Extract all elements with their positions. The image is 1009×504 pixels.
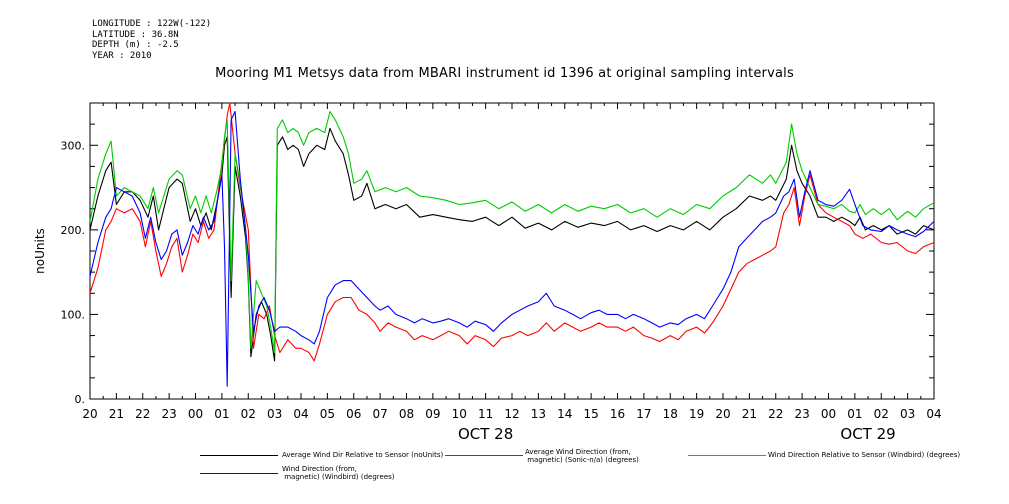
- date-label: OCT 28: [458, 425, 513, 443]
- x-tick-label: 04: [926, 407, 941, 421]
- x-tick-label: 15: [583, 407, 598, 421]
- x-tick-label: 23: [794, 407, 809, 421]
- x-tick-label: 17: [636, 407, 651, 421]
- x-tick-label: 03: [900, 407, 915, 421]
- x-tick-label: 04: [293, 407, 308, 421]
- x-tick-label: 22: [768, 407, 783, 421]
- date-label: OCT 29: [840, 425, 895, 443]
- legend-line-black: [200, 455, 278, 456]
- x-tick-label: 03: [267, 407, 282, 421]
- x-tick-label: 01: [214, 407, 229, 421]
- legend-label-blue: Wind Direction (from, magnetic) (Windbir…: [282, 465, 395, 481]
- metadata-block: LONGITUDE : 122W(-122) LATITUDE : 36.8N …: [92, 19, 211, 61]
- x-tick-label: 02: [874, 407, 889, 421]
- x-tick-label: 23: [161, 407, 176, 421]
- legend-label-black: Average Wind Dir Relative to Sensor (noU…: [282, 451, 444, 459]
- x-tick-label: 11: [478, 407, 493, 421]
- depth-label: DEPTH (m) : -2.5: [92, 40, 179, 50]
- legend-label-red: Average Wind Direction (from, magnetic) …: [525, 448, 639, 464]
- x-tick-label: 07: [372, 407, 387, 421]
- series-line-2: [89, 110, 935, 354]
- year-label: YEAR : 2010: [92, 50, 152, 61]
- legend-label-green: Wind Direction Relative to Sensor (Windb…: [768, 451, 961, 459]
- x-tick-label: 05: [320, 407, 335, 421]
- x-tick-label: 09: [425, 407, 440, 421]
- x-tick-label: 14: [557, 407, 572, 421]
- series-line-0: [89, 127, 935, 362]
- longitude-label: LONGITUDE : 122W(-122): [92, 19, 212, 29]
- x-tick-label: 00: [821, 407, 836, 421]
- x-tick-label: 06: [346, 407, 361, 421]
- x-tick-label: 13: [531, 407, 546, 421]
- series-line-1: [89, 102, 935, 362]
- plot-frame: [89, 102, 935, 400]
- x-tick-label: 18: [663, 407, 678, 421]
- x-tick-label: 01: [847, 407, 862, 421]
- x-tick-label: 10: [452, 407, 467, 421]
- x-tick-label: 19: [689, 407, 704, 421]
- x-tick-label: 16: [610, 407, 625, 421]
- series-line-3: [89, 110, 935, 387]
- y-tick-label: 200.: [61, 224, 86, 237]
- x-tick-label: 20: [715, 407, 730, 421]
- x-tick-label: 22: [135, 407, 150, 421]
- y-tick-label: 0.: [75, 393, 86, 406]
- x-tick-label: 21: [742, 407, 757, 421]
- y-tick-label: 300.: [61, 139, 86, 152]
- latitude-label: LATITUDE : 36.8N: [92, 29, 179, 40]
- x-tick-label: 02: [241, 407, 256, 421]
- y-axis-label: noUnits: [33, 228, 47, 274]
- x-tick-label: 20: [82, 407, 97, 421]
- x-tick-label: 21: [109, 407, 124, 421]
- legend-line-red: [445, 455, 523, 456]
- x-tick-label: 12: [504, 407, 519, 421]
- legend-line-green: [688, 455, 766, 456]
- chart-title: Mooring M1 Metsys data from MBARI instru…: [215, 66, 794, 81]
- y-tick-label: 100.: [61, 308, 86, 321]
- x-tick-label: 00: [188, 407, 203, 421]
- legend-line-blue: [200, 473, 278, 474]
- x-tick-label: 08: [399, 407, 414, 421]
